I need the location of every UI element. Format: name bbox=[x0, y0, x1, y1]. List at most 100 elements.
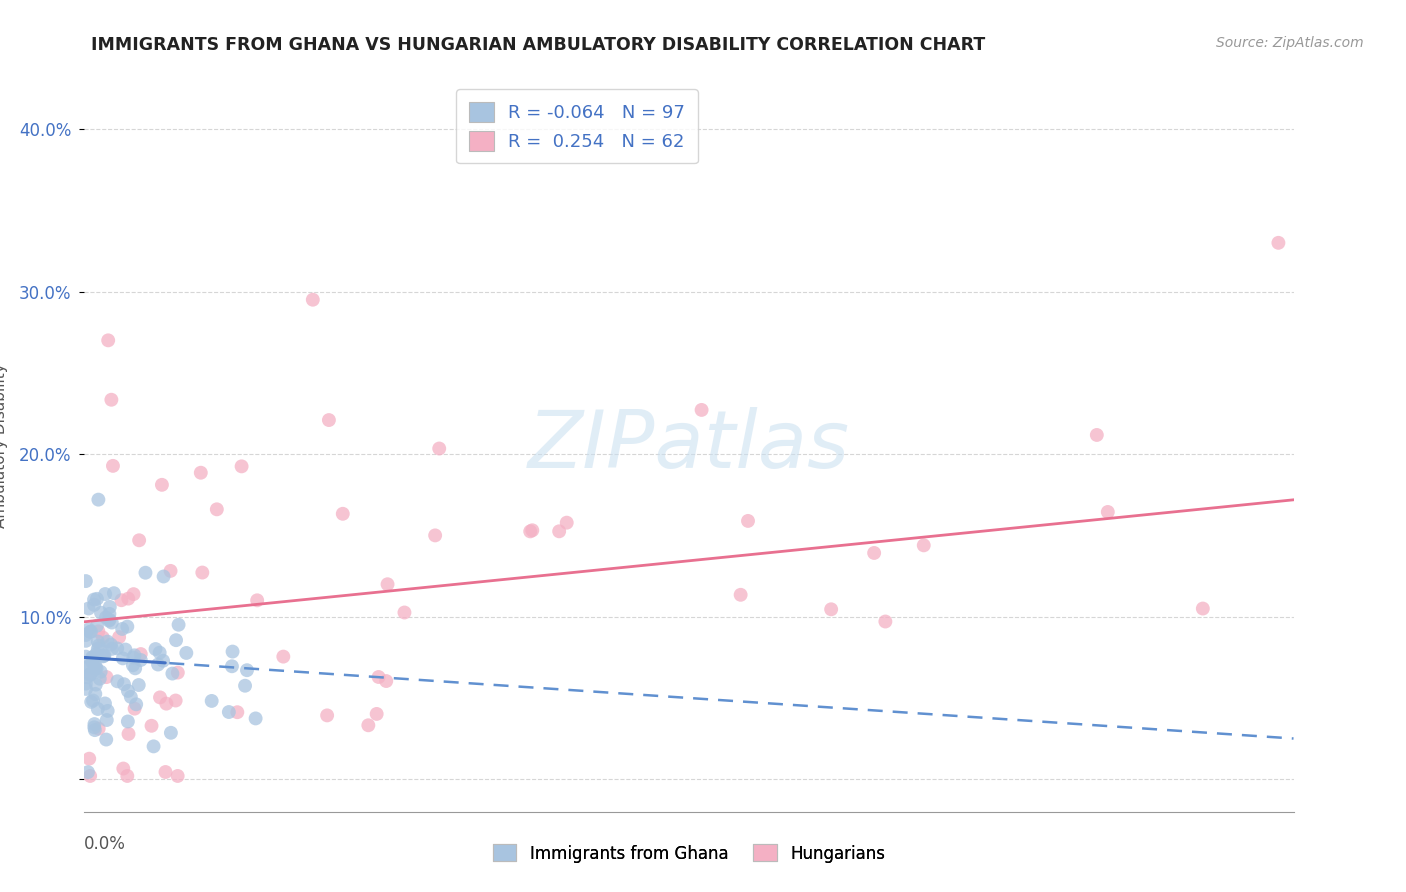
Point bbox=[236, 663, 259, 677]
Point bbox=[77, 623, 100, 637]
Point bbox=[1267, 235, 1289, 250]
Point bbox=[1085, 428, 1108, 442]
Point bbox=[75, 633, 97, 648]
Point bbox=[96, 732, 118, 747]
Point bbox=[77, 752, 100, 766]
Point bbox=[87, 641, 110, 656]
Point bbox=[863, 546, 886, 560]
Point bbox=[89, 672, 111, 686]
Text: Source: ZipAtlas.com: Source: ZipAtlas.com bbox=[1216, 36, 1364, 50]
Point bbox=[205, 502, 228, 516]
Point bbox=[87, 624, 110, 639]
Point bbox=[105, 641, 128, 656]
Point bbox=[96, 634, 118, 648]
Point bbox=[152, 654, 174, 668]
Point bbox=[100, 392, 122, 407]
Point bbox=[82, 652, 104, 666]
Point bbox=[94, 697, 117, 711]
Point bbox=[221, 644, 243, 658]
Point bbox=[1097, 505, 1119, 519]
Point bbox=[875, 615, 897, 629]
Point bbox=[125, 698, 148, 712]
Point bbox=[690, 403, 713, 417]
Point bbox=[273, 649, 295, 664]
Point bbox=[117, 714, 139, 729]
Point bbox=[97, 614, 120, 628]
Point bbox=[93, 648, 115, 663]
Point bbox=[117, 769, 139, 783]
Point bbox=[87, 492, 110, 507]
Point bbox=[112, 762, 135, 776]
Point bbox=[83, 723, 105, 738]
Point bbox=[548, 524, 571, 539]
Point bbox=[97, 334, 120, 348]
Point bbox=[117, 619, 139, 633]
Point bbox=[112, 677, 135, 691]
Point bbox=[87, 702, 110, 716]
Point bbox=[357, 718, 380, 732]
Point bbox=[166, 769, 188, 783]
Point bbox=[98, 599, 121, 614]
Point bbox=[141, 719, 163, 733]
Point bbox=[96, 670, 118, 684]
Point bbox=[912, 538, 935, 552]
Point bbox=[117, 727, 139, 741]
Point bbox=[301, 293, 323, 307]
Point bbox=[120, 690, 142, 704]
Point bbox=[1192, 601, 1215, 615]
Point bbox=[80, 624, 103, 639]
Text: ZIPatlas: ZIPatlas bbox=[527, 407, 851, 485]
Point bbox=[90, 606, 112, 620]
Point bbox=[114, 642, 136, 657]
Point bbox=[96, 713, 118, 727]
Point bbox=[75, 574, 97, 588]
Point bbox=[316, 708, 339, 723]
Point bbox=[160, 726, 183, 740]
Point bbox=[122, 587, 145, 601]
Point bbox=[91, 631, 114, 645]
Point bbox=[231, 459, 253, 474]
Legend: Immigrants from Ghana, Hungarians: Immigrants from Ghana, Hungarians bbox=[486, 838, 891, 869]
Point bbox=[87, 634, 110, 648]
Point bbox=[162, 666, 184, 681]
Point bbox=[165, 693, 187, 707]
Point bbox=[75, 676, 97, 690]
Point bbox=[98, 613, 121, 627]
Point bbox=[83, 598, 105, 612]
Text: 0.0%: 0.0% bbox=[84, 835, 127, 853]
Point bbox=[246, 593, 269, 607]
Point bbox=[201, 694, 224, 708]
Point bbox=[730, 588, 752, 602]
Point bbox=[111, 651, 134, 665]
Point bbox=[77, 659, 100, 673]
Point bbox=[190, 466, 212, 480]
Point bbox=[122, 650, 145, 665]
Point bbox=[128, 533, 150, 548]
Point bbox=[87, 639, 110, 653]
Point bbox=[167, 617, 190, 632]
Point bbox=[79, 624, 101, 639]
Point bbox=[111, 622, 134, 636]
Point bbox=[97, 704, 120, 718]
Point bbox=[101, 615, 124, 630]
Point bbox=[83, 720, 105, 734]
Text: IMMIGRANTS FROM GHANA VS HUNGARIAN AMBULATORY DISABILITY CORRELATION CHART: IMMIGRANTS FROM GHANA VS HUNGARIAN AMBUL… bbox=[91, 36, 986, 54]
Point bbox=[155, 764, 177, 779]
Point bbox=[105, 674, 128, 689]
Point bbox=[555, 516, 578, 530]
Point bbox=[75, 681, 97, 696]
Point bbox=[82, 656, 104, 670]
Point bbox=[820, 602, 842, 616]
Point bbox=[124, 648, 146, 663]
Point bbox=[318, 413, 340, 427]
Point bbox=[84, 662, 107, 676]
Point bbox=[101, 458, 124, 473]
Point bbox=[94, 610, 117, 624]
Point bbox=[134, 566, 156, 580]
Point bbox=[86, 591, 108, 606]
Point bbox=[103, 586, 125, 600]
Point bbox=[124, 701, 146, 715]
Point bbox=[82, 650, 104, 665]
Point bbox=[75, 628, 97, 642]
Point bbox=[129, 653, 152, 667]
